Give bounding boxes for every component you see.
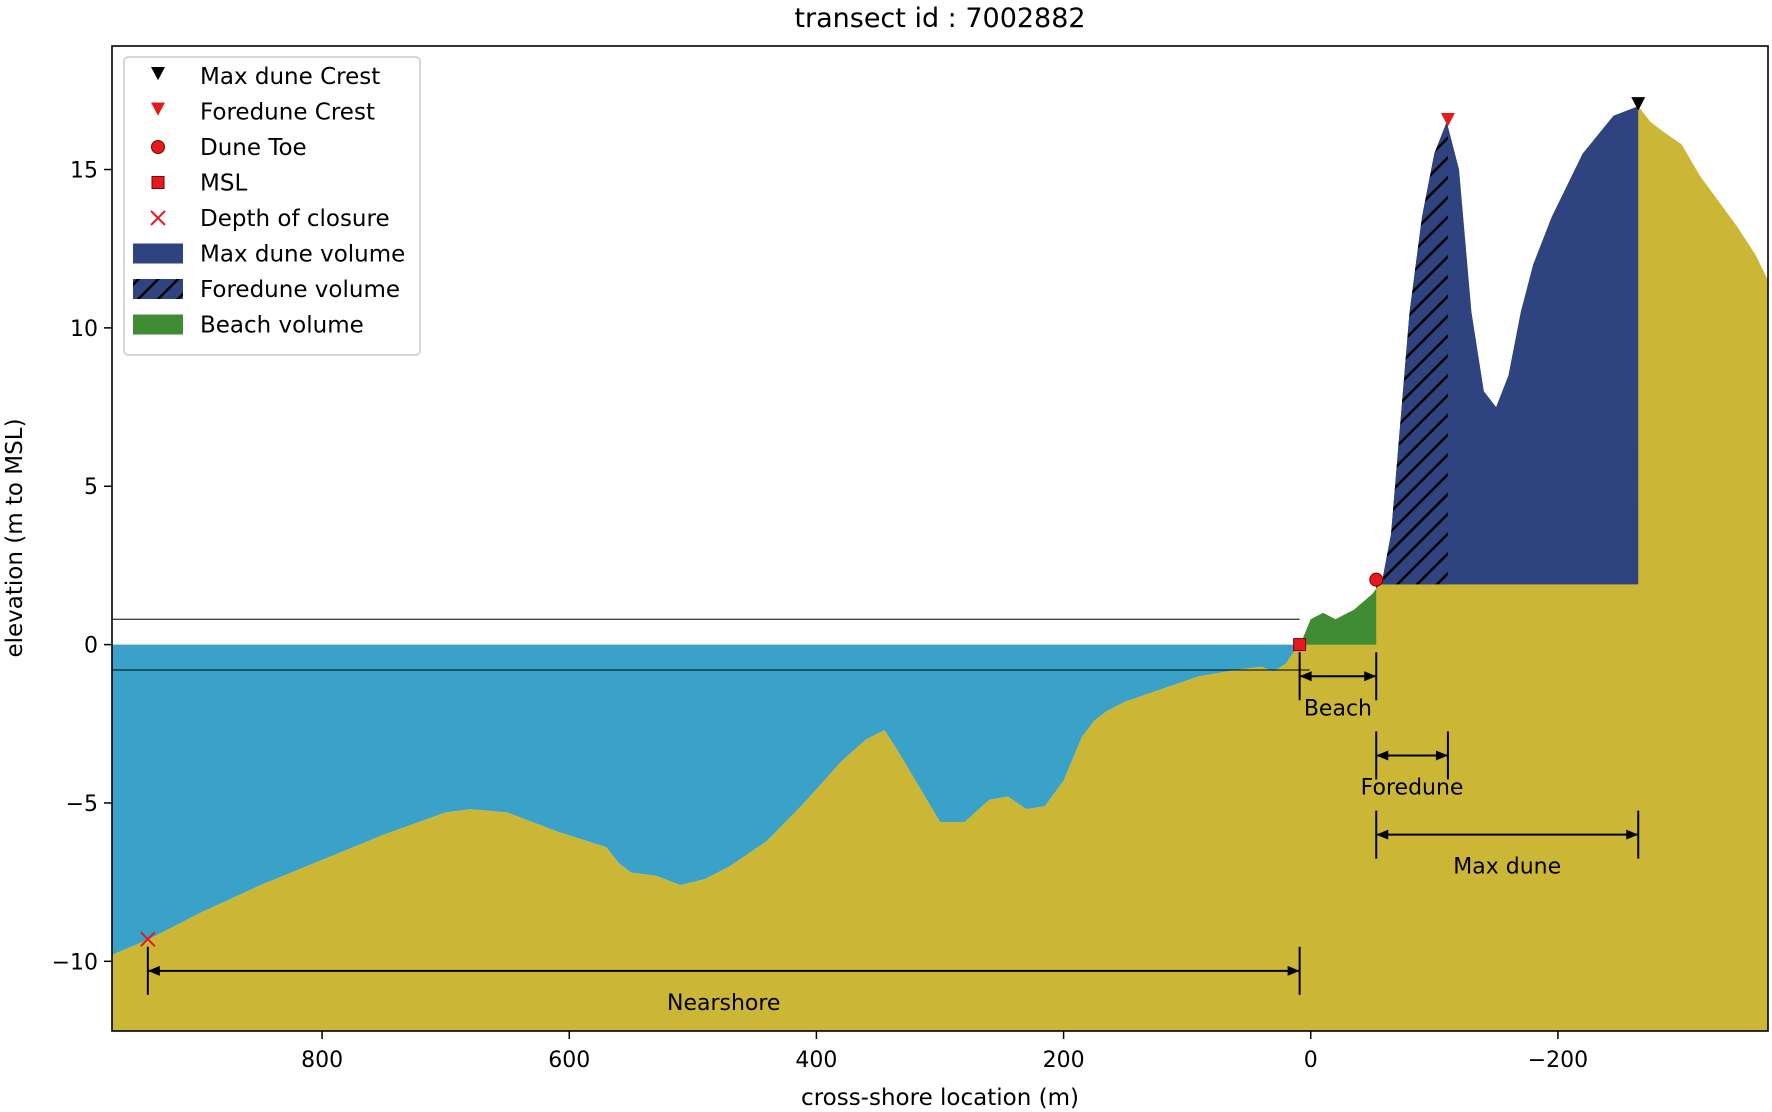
axes-ticks: 800 600 400 200 0 −200 15 10 5 0 −5 −10 xyxy=(52,159,1589,1073)
legend-item: Dune Toe xyxy=(151,135,307,161)
legend-marker xyxy=(150,210,166,226)
annotation-arrowhead xyxy=(1364,671,1377,682)
x-tick-label: 0 xyxy=(1304,1048,1318,1073)
foredune-volume xyxy=(1376,122,1448,589)
annotation-arrowhead xyxy=(147,965,160,976)
annotations: Beach Foredune Max dune Nearshore xyxy=(146,652,1640,1016)
marker-msl xyxy=(1293,638,1307,652)
sand-area xyxy=(112,106,1768,1031)
plot-area xyxy=(112,97,1768,1031)
y-tick-label: −10 xyxy=(52,950,98,975)
annotation-label: Nearshore xyxy=(667,991,780,1016)
beach-volume xyxy=(1299,588,1377,645)
annotation-arrowhead xyxy=(1435,750,1448,761)
x-tick-label: 800 xyxy=(301,1048,343,1073)
annotation-beach: Beach xyxy=(1298,652,1378,721)
annotation-label: Max dune xyxy=(1453,855,1561,880)
annotation-arrowhead xyxy=(1287,965,1300,976)
y-tick-label: 10 xyxy=(70,317,98,342)
x-axis-label: cross-shore location (m) xyxy=(801,1085,1079,1111)
legend-item: Beach volume xyxy=(133,313,364,339)
x-tick-label: 200 xyxy=(1043,1048,1085,1073)
legend-label: Foredune Crest xyxy=(200,100,375,126)
y-tick-label: −5 xyxy=(66,792,98,817)
y-tick-label: 5 xyxy=(84,475,98,500)
legend-label: Max dune volume xyxy=(200,242,405,268)
marker-dune-toe xyxy=(1369,572,1384,587)
annotation-max-dune: Max dune xyxy=(1375,810,1640,880)
legend-patch xyxy=(133,243,183,264)
legend-item: Depth of closure xyxy=(150,206,390,232)
annotation-label: Beach xyxy=(1304,696,1372,721)
marker-foredune-crest xyxy=(1440,113,1455,127)
annotation-label: Foredune xyxy=(1361,775,1464,800)
legend: Max dune Crest Foredune Crest Dune Toe MSL D… xyxy=(123,56,421,356)
marker-max-dune-crest xyxy=(1631,97,1646,111)
annotation-nearshore: Nearshore xyxy=(146,946,1301,1016)
legend-marker xyxy=(151,176,165,189)
legend-frame xyxy=(123,56,421,356)
legend-patch xyxy=(133,314,183,335)
chart-title: transect id : 7002882 xyxy=(794,3,1085,34)
legend-label: Dune Toe xyxy=(200,135,307,161)
water-area xyxy=(112,644,1300,955)
legend-item: MSL xyxy=(151,171,247,197)
marker-depth-of-closure xyxy=(140,931,156,947)
legend-patch xyxy=(133,279,183,299)
legend-marker xyxy=(151,102,165,116)
x-tick-label: 600 xyxy=(548,1048,590,1073)
legend-marker xyxy=(151,140,165,154)
legend-label: Max dune Crest xyxy=(200,64,380,90)
annotation-arrowhead xyxy=(1626,829,1639,840)
legend-item: Foredune Crest xyxy=(151,100,375,126)
legend-label: Depth of closure xyxy=(200,206,390,232)
legend-label: MSL xyxy=(200,171,247,197)
legend-item: Foredune volume xyxy=(133,277,400,303)
annotation-arrowhead xyxy=(1376,829,1389,840)
legend-item: Max dune Crest xyxy=(151,64,380,90)
legend-item: Max dune volume xyxy=(133,242,405,268)
x-tick-label: −200 xyxy=(1528,1048,1588,1073)
legend-marker xyxy=(151,67,165,81)
annotation-arrowhead xyxy=(1299,671,1312,682)
y-axis-label: elevation (m to MSL) xyxy=(2,418,28,657)
y-tick-label: 0 xyxy=(84,634,98,659)
legend-label: Foredune volume xyxy=(200,277,400,303)
annotation-foredune: Foredune xyxy=(1361,731,1464,800)
x-tick-label: 400 xyxy=(795,1048,837,1073)
y-tick-label: 15 xyxy=(70,159,98,184)
plot-frame xyxy=(111,45,1769,1032)
annotation-arrowhead xyxy=(1376,750,1389,761)
legend-label: Beach volume xyxy=(200,313,364,339)
